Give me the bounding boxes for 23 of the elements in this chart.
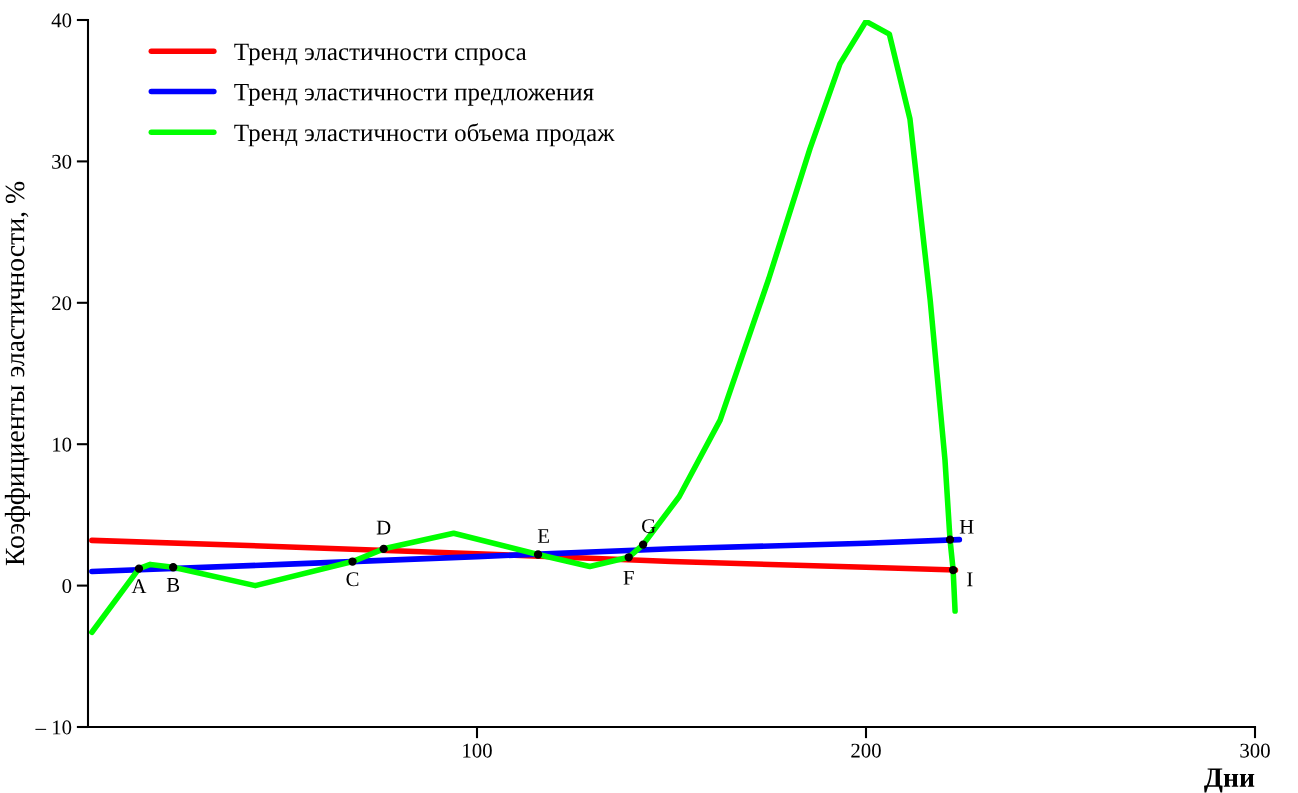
x-tick-label: 300: [1240, 743, 1270, 758]
annotation: B: [166, 578, 180, 592]
y-tick-label: – 10: [35, 720, 72, 735]
legend-label: Тренд эластичности объема продаж: [234, 123, 615, 147]
legend-label: Тренд эластичности предложения: [234, 83, 594, 106]
annotation: E: [537, 529, 549, 543]
annotation: H: [959, 519, 974, 534]
y-tick-label: 20: [52, 296, 72, 311]
y-tick-label: 40: [51, 13, 72, 28]
annotation: C: [346, 572, 359, 587]
x-tick-label: 100: [463, 743, 492, 758]
legend-label: Тренд эластичности спроса: [234, 43, 527, 66]
y-tick-label: 10: [53, 437, 72, 452]
y-tick-label: 0: [62, 578, 72, 594]
annotation: I: [967, 572, 973, 587]
x-axis-title: Дни: [1204, 768, 1255, 793]
annotation: F: [623, 570, 634, 585]
y-tick-label: 30: [52, 154, 72, 169]
annotation: G: [641, 519, 656, 534]
x-tick-label: 200: [851, 743, 881, 758]
annotation: D: [376, 520, 391, 535]
annotation: A: [131, 579, 147, 594]
y-axis-title: Коэффициенты эластичности, %: [4, 181, 31, 566]
